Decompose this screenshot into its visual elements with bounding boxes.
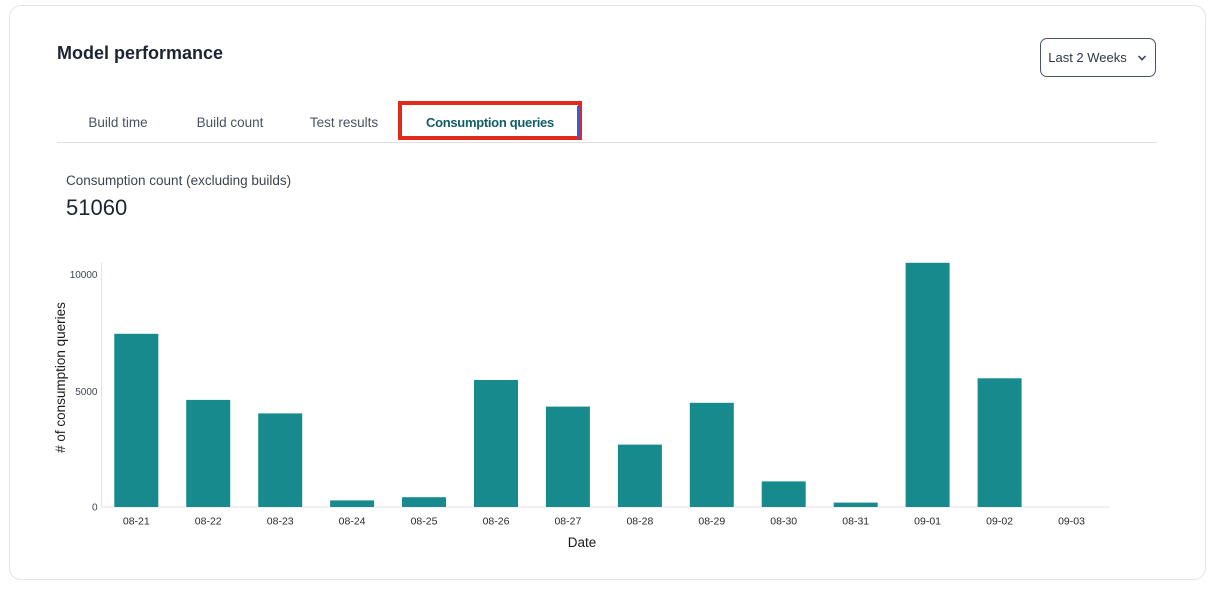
svg-text:08-25: 08-25: [411, 515, 438, 527]
svg-text:5000: 5000: [75, 387, 98, 398]
svg-text:0: 0: [92, 502, 98, 513]
svg-text:10000: 10000: [70, 270, 98, 281]
svg-text:09-01: 09-01: [914, 515, 941, 527]
svg-text:Date: Date: [568, 535, 597, 550]
svg-text:08-29: 08-29: [698, 515, 725, 527]
svg-text:08-31: 08-31: [842, 515, 869, 527]
svg-text:08-21: 08-21: [123, 515, 150, 527]
svg-text:08-28: 08-28: [626, 515, 653, 527]
svg-text:08-27: 08-27: [554, 515, 581, 527]
svg-text:09-03: 09-03: [1058, 515, 1085, 527]
svg-text:08-24: 08-24: [339, 515, 366, 527]
svg-text:08-30: 08-30: [770, 515, 797, 527]
svg-text:# of consumption queries: # of consumption queries: [53, 302, 68, 453]
svg-text:09-02: 09-02: [986, 515, 1013, 527]
svg-text:08-26: 08-26: [483, 515, 510, 527]
svg-text:08-23: 08-23: [267, 515, 294, 527]
svg-text:08-22: 08-22: [195, 515, 222, 527]
